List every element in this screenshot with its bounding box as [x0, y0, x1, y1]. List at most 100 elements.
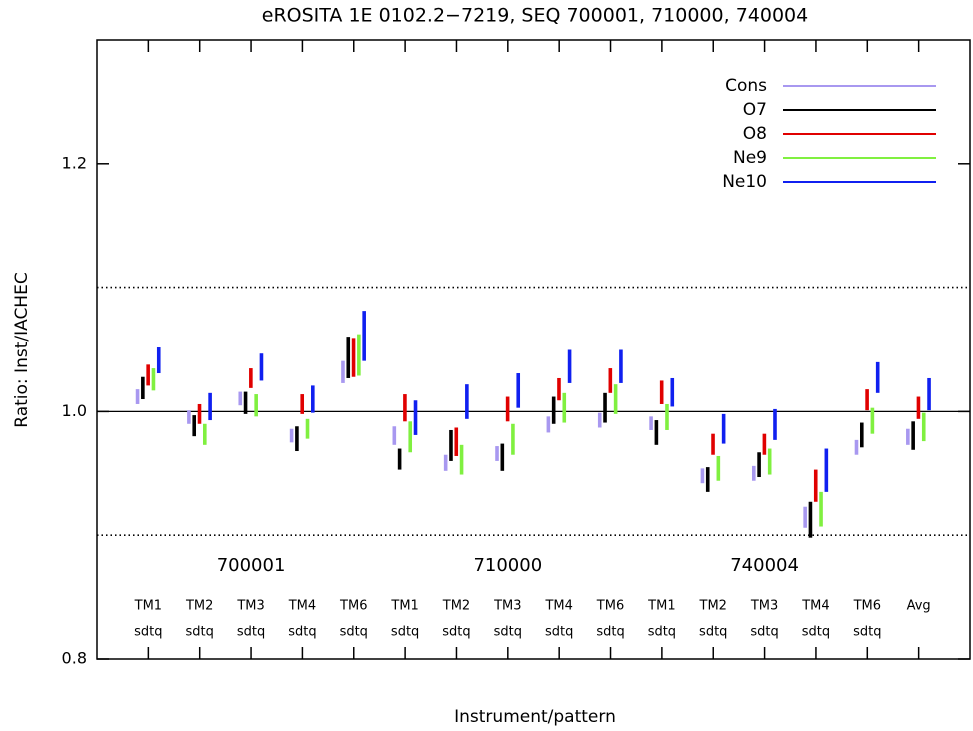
- x-tick-sublabel: sdtq: [288, 625, 316, 640]
- x-tick-label: TM6: [596, 599, 624, 614]
- plot-frame: [96, 39, 971, 660]
- x-tick-label: TM3: [493, 599, 521, 614]
- range-bar: [716, 455, 721, 481]
- x-tick-sublabel: sdtq: [699, 625, 727, 640]
- x-tick-sublabel: sdtq: [545, 625, 573, 640]
- range-bar: [362, 311, 366, 361]
- x-tick-label: TM3: [750, 599, 778, 614]
- range-bar: [311, 385, 315, 413]
- range-bar: [187, 410, 191, 424]
- range-bar: [819, 491, 823, 527]
- range-bar: [875, 361, 880, 393]
- range-bar: [808, 501, 813, 538]
- range-bar: [659, 380, 664, 404]
- range-bar: [197, 403, 202, 424]
- range-bar: [670, 377, 675, 407]
- range-bar: [305, 418, 310, 439]
- range-bar: [767, 448, 772, 475]
- range-bar: [906, 428, 910, 445]
- range-bar: [408, 421, 413, 453]
- range-bar: [203, 423, 207, 445]
- x-tick-label: TM4: [288, 599, 316, 614]
- range-bar: [516, 373, 521, 408]
- x-tick-label: TM3: [236, 599, 264, 614]
- range-bar: [289, 428, 294, 443]
- range-bar: [608, 368, 613, 393]
- range-bar: [562, 392, 567, 423]
- range-bar: [762, 433, 767, 455]
- x-tick-sublabel: sdtq: [802, 625, 830, 640]
- x-tick-sublabel: sdtq: [186, 625, 214, 640]
- x-tick-label: TM4: [801, 599, 829, 614]
- legend-label: O8: [743, 124, 767, 144]
- range-bar: [751, 465, 756, 481]
- range-bar: [392, 426, 397, 445]
- legend-label: Cons: [725, 76, 767, 96]
- legend-label: Ne9: [733, 148, 767, 168]
- y-tick-label: 1.2: [62, 153, 87, 172]
- range-bar: [443, 454, 448, 471]
- range-bar: [911, 421, 915, 450]
- x-tick-sublabel: sdtq: [596, 625, 624, 640]
- x-tick-sublabel: sdtq: [340, 625, 368, 640]
- x-tick-sublabel: sdtq: [134, 625, 162, 640]
- range-bar: [700, 468, 705, 484]
- x-axis-label: Instrument/pattern: [454, 707, 616, 727]
- range-bar: [721, 413, 726, 444]
- range-bar: [757, 452, 761, 478]
- x-tick-sublabel: sdtq: [237, 625, 265, 640]
- range-bar: [346, 337, 351, 378]
- range-bar: [870, 407, 875, 434]
- x-tick-sublabel: sdtq: [391, 625, 419, 640]
- range-bar: [146, 364, 150, 386]
- range-bar: [927, 377, 931, 411]
- x-tick-label: TM1: [134, 599, 162, 614]
- range-bar: [243, 391, 248, 414]
- range-bar: [449, 429, 453, 461]
- x-tick-sublabel: sdtq: [648, 625, 676, 640]
- range-bar: [505, 396, 510, 422]
- range-bar: [546, 416, 551, 433]
- range-bar: [413, 400, 418, 435]
- range-bar: [859, 422, 864, 448]
- x-tick-label: Avg: [907, 599, 931, 614]
- x-tick-label: TM1: [390, 599, 418, 614]
- range-bar: [295, 426, 299, 452]
- range-bar: [208, 392, 212, 421]
- range-bar: [649, 416, 653, 430]
- range-bar: [135, 389, 140, 404]
- x-tick-label: TM4: [544, 599, 572, 614]
- range-bar: [465, 384, 469, 419]
- range-bar: [654, 420, 659, 445]
- y-tick-label: 1.0: [62, 401, 87, 420]
- x-tick-sublabel: sdtq: [750, 625, 778, 640]
- range-bar: [603, 392, 607, 423]
- range-bar: [773, 408, 777, 440]
- x-tick-sublabel: sdtq: [442, 625, 470, 640]
- range-bar: [341, 360, 345, 383]
- range-bar: [238, 391, 243, 406]
- range-bar: [300, 394, 305, 414]
- x-tick-sublabel: sdtq: [494, 625, 522, 640]
- range-bar: [259, 353, 264, 381]
- range-bar: [921, 412, 926, 442]
- x-tick-sublabel: sdtq: [853, 625, 881, 640]
- range-bar: [567, 349, 572, 383]
- range-bar: [813, 469, 818, 502]
- range-bar: [351, 338, 356, 377]
- legend-label: Ne10: [722, 172, 767, 192]
- range-bar: [141, 376, 145, 400]
- legend-label: O7: [743, 100, 767, 120]
- range-bar: [854, 439, 859, 455]
- range-bar: [665, 403, 669, 430]
- group-label: 710000: [473, 555, 542, 576]
- x-tick-label: TM2: [185, 599, 213, 614]
- range-bar: [803, 506, 807, 528]
- chart-title: eROSITA 1E 0102.2−7219, SEQ 700001, 7100…: [262, 5, 808, 27]
- group-label: 740004: [730, 555, 799, 576]
- x-tick-label: TM6: [853, 599, 881, 614]
- range-bar: [495, 446, 499, 461]
- range-bar: [705, 467, 710, 492]
- range-bar: [500, 443, 505, 471]
